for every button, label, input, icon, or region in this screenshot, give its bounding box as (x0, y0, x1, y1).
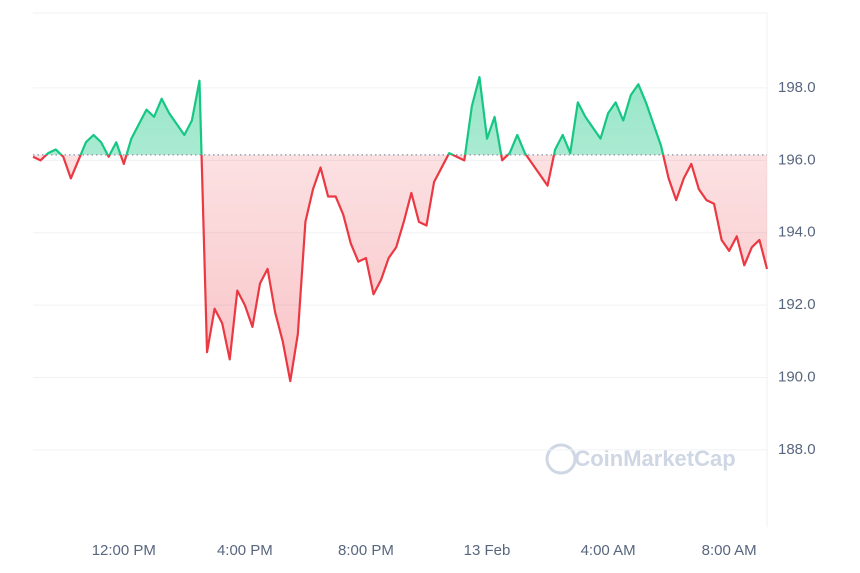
price-line-up (44, 75, 665, 155)
y-tick-label: 192.0 (778, 296, 816, 313)
price-line-down (32, 154, 769, 383)
x-tick-label: 4:00 PM (217, 542, 273, 559)
x-tick-label: 8:00 PM (338, 542, 394, 559)
y-tick-label: 188.0 (778, 441, 816, 458)
x-tick-label: 8:00 AM (702, 542, 757, 559)
x-tick-label: 12:00 PM (92, 542, 156, 559)
x-tick-label: 4:00 AM (581, 542, 636, 559)
y-tick-label: 190.0 (778, 368, 816, 385)
y-tick-label: 198.0 (778, 79, 816, 96)
area-down (33, 154, 767, 382)
watermark-logo (545, 443, 577, 475)
y-tick-label: 196.0 (778, 151, 816, 168)
y-tick-label: 194.0 (778, 224, 816, 241)
x-tick-label: 13 Feb (464, 542, 511, 559)
